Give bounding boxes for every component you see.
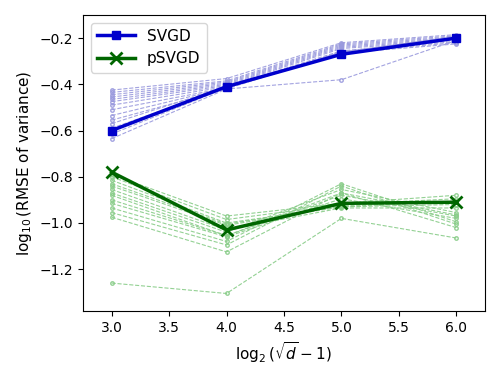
- SVGD: [338, 52, 344, 57]
- SVGD: [108, 128, 114, 133]
- Y-axis label: $\log_{10}$(RMSE of variance): $\log_{10}$(RMSE of variance): [15, 70, 34, 256]
- X-axis label: $\log_2(\sqrt{d}-1)$: $\log_2(\sqrt{d}-1)$: [236, 340, 332, 365]
- SVGD: [224, 84, 230, 89]
- pSVGD: [338, 201, 344, 206]
- Line: SVGD: SVGD: [108, 34, 461, 135]
- pSVGD: [454, 200, 460, 204]
- SVGD: [454, 36, 460, 40]
- Legend: SVGD, pSVGD: SVGD, pSVGD: [90, 23, 206, 73]
- pSVGD: [224, 228, 230, 232]
- Line: pSVGD: pSVGD: [106, 166, 462, 236]
- pSVGD: [108, 170, 114, 174]
